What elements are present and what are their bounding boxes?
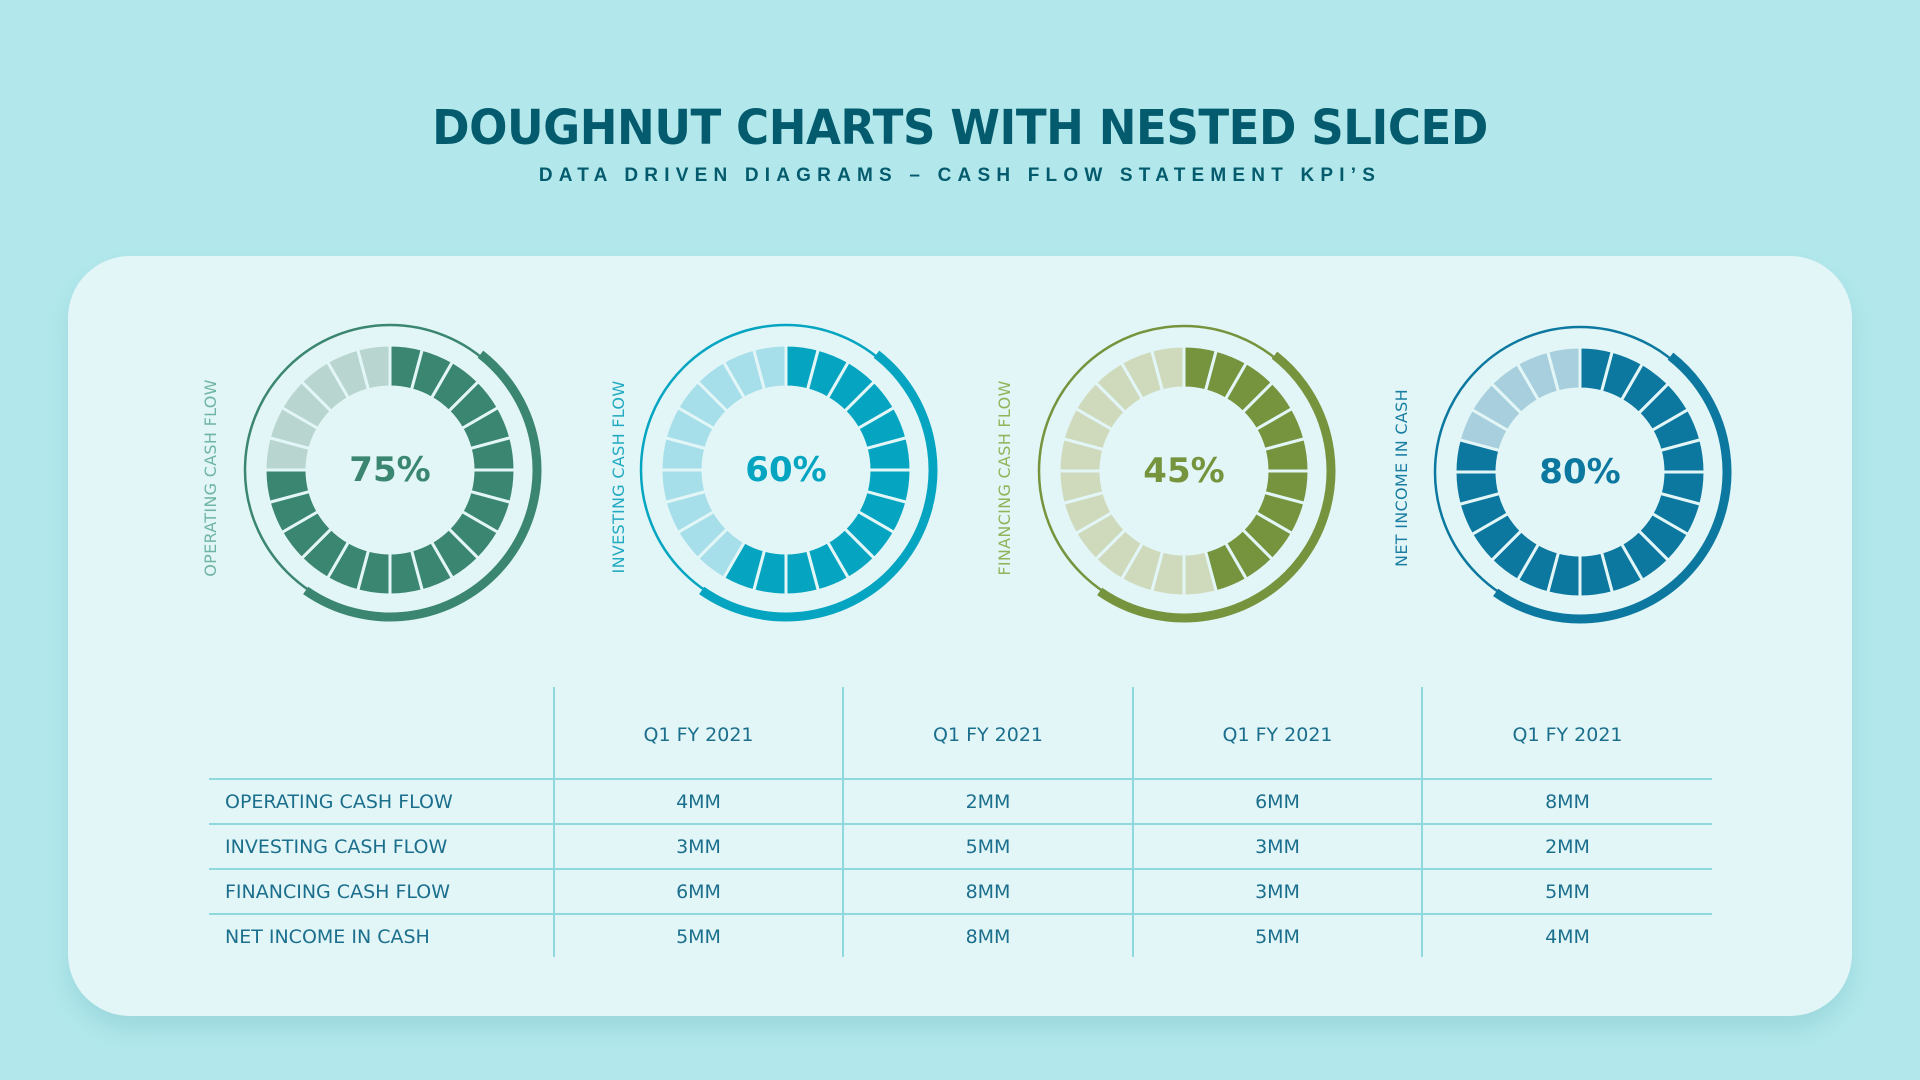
table-cell: 5MM <box>965 835 1011 858</box>
table-column-divider <box>842 687 844 957</box>
percent-label: 45% <box>1143 451 1225 491</box>
page-subtitle: DATA DRIVEN DIAGRAMS – CASH FLOW STATEME… <box>538 165 1382 186</box>
table-divider <box>209 868 1712 870</box>
doughnut-graphic <box>1037 324 1336 623</box>
doughnut-graphic <box>639 323 938 622</box>
doughnut-chart-investing: 60% <box>626 310 946 630</box>
table-cell: 4MM <box>1545 925 1590 948</box>
table-cell: 6MM <box>676 880 721 903</box>
row-label: INVESTING CASH FLOW <box>225 835 448 858</box>
column-header: Q1 FY 2021 <box>1222 723 1333 746</box>
doughnut-graphic <box>243 323 542 622</box>
table-divider <box>209 913 1712 915</box>
column-header: Q1 FY 2021 <box>1512 723 1623 746</box>
table-divider <box>209 823 1712 825</box>
percent-label: 60% <box>745 450 827 490</box>
table-divider <box>209 778 1712 780</box>
chart-label-financing: FINANCING CASH FLOW <box>995 380 1014 576</box>
table-column-divider <box>1421 687 1423 957</box>
table-cell: 8MM <box>1545 790 1590 813</box>
column-header: Q1 FY 2021 <box>643 723 754 746</box>
table-column-divider <box>1132 687 1134 957</box>
empty-segment <box>1545 345 1582 394</box>
doughnut-chart-net-income: 80% <box>1420 312 1740 632</box>
table-cell: 4MM <box>676 790 721 813</box>
page-title: DOUGHNUT CHARTS WITH NESTED SLICED <box>432 100 1488 156</box>
table-cell: 5MM <box>1255 925 1300 948</box>
table-cell: 8MM <box>965 925 1011 948</box>
accent-arc <box>303 350 542 622</box>
doughnut-chart-financing: 45% <box>1024 311 1344 631</box>
row-label: FINANCING CASH FLOW <box>225 880 451 903</box>
doughnut-graphic <box>1433 325 1732 624</box>
cash-flow-table: Q1 FY 2021 Q1 FY 2021 Q1 FY 2021 Q1 FY 2… <box>209 687 1712 957</box>
chart-label-operating: OPERATING CASH FLOW <box>201 379 220 577</box>
chart-label-net-income: NET INCOME IN CASH <box>1392 389 1411 567</box>
table-cell: 3MM <box>1255 835 1300 858</box>
chart-label-investing: INVESTING CASH FLOW <box>609 380 628 574</box>
table-cell: 5MM <box>1545 880 1590 903</box>
empty-segment <box>355 343 392 392</box>
table-cell: 2MM <box>965 790 1011 813</box>
table-cell: 3MM <box>676 835 721 858</box>
accent-arc <box>1493 352 1732 624</box>
table-cell: 2MM <box>1545 835 1590 858</box>
percent-label: 75% <box>349 450 431 490</box>
percent-label: 80% <box>1539 452 1621 492</box>
accent-arc <box>1097 351 1336 623</box>
table-cell: 5MM <box>676 925 721 948</box>
table-column-divider <box>553 687 555 957</box>
table-cell: 6MM <box>1255 790 1300 813</box>
table-cell: 3MM <box>1255 880 1300 903</box>
table-cell: 8MM <box>965 880 1011 903</box>
accent-arc <box>699 350 938 622</box>
row-label: NET INCOME IN CASH <box>225 925 430 948</box>
doughnut-chart-operating: 75% <box>230 310 550 630</box>
column-header: Q1 FY 2021 <box>932 723 1043 746</box>
row-label: OPERATING CASH FLOW <box>225 790 453 813</box>
empty-segment <box>1149 344 1186 393</box>
empty-segment <box>751 343 788 392</box>
